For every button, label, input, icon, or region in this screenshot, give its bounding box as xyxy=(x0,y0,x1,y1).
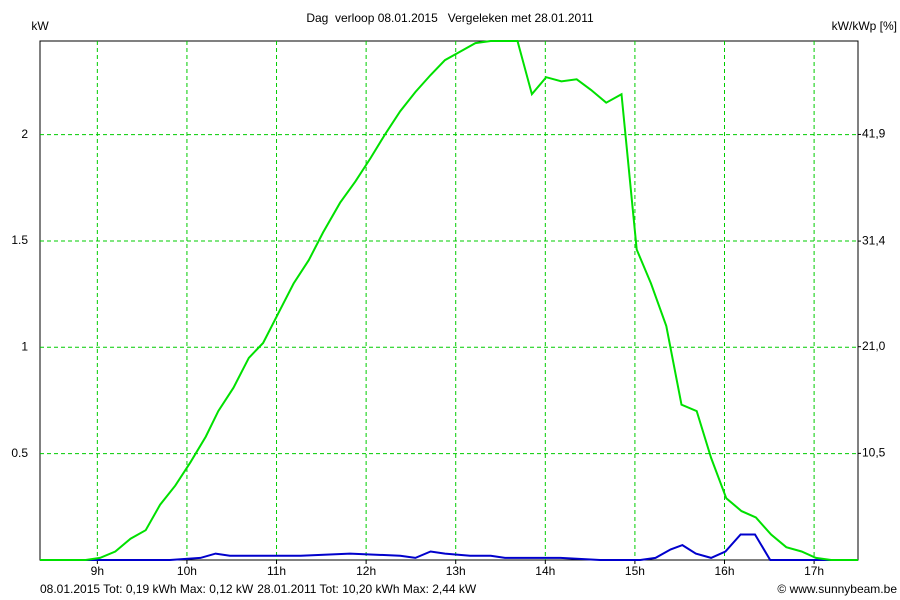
x-tick-label: 9h xyxy=(91,564,104,578)
x-tick-label: 11h xyxy=(267,564,286,578)
x-tick-label: 14h xyxy=(535,564,555,578)
y-tick-label: 1 xyxy=(21,339,28,353)
y-tick-label: 0.5 xyxy=(11,446,28,460)
chart-title: Dag verloop 08.01.2015 Vergeleken met 28… xyxy=(306,11,594,25)
x-tick-label: 17h xyxy=(804,564,824,578)
plot-frame xyxy=(39,40,859,561)
x-tick-label: 10h xyxy=(177,564,197,578)
y2-tick-label: 31,4 xyxy=(862,233,886,247)
y2-tick-label: 21,0 xyxy=(862,339,886,353)
y-axis-label: kW xyxy=(31,19,49,33)
data-line xyxy=(40,533,858,561)
legend-entry: 28.01.2011 Tot: 10,20 kWh Max: 2,44 kW xyxy=(257,582,477,596)
y2-tick-label: 41,9 xyxy=(862,127,886,141)
data-line xyxy=(40,40,858,561)
credit: © www.sunnybeam.be xyxy=(777,582,897,596)
x-tick-label: 13h xyxy=(446,564,466,578)
x-tick-label: 15h xyxy=(625,564,645,578)
x-tick-label: 16h xyxy=(714,564,734,578)
legend-entry: 08.01.2015 Tot: 0,19 kWh Max: 0,12 kW xyxy=(40,582,254,596)
y2-tick-label: 10,5 xyxy=(862,446,886,460)
x-tick-label: 12h xyxy=(356,564,376,578)
y-tick-label: 1.5 xyxy=(11,233,28,247)
y-tick-label: 2 xyxy=(21,127,28,141)
y2-axis-label: kW/kWp [%] xyxy=(832,19,897,33)
